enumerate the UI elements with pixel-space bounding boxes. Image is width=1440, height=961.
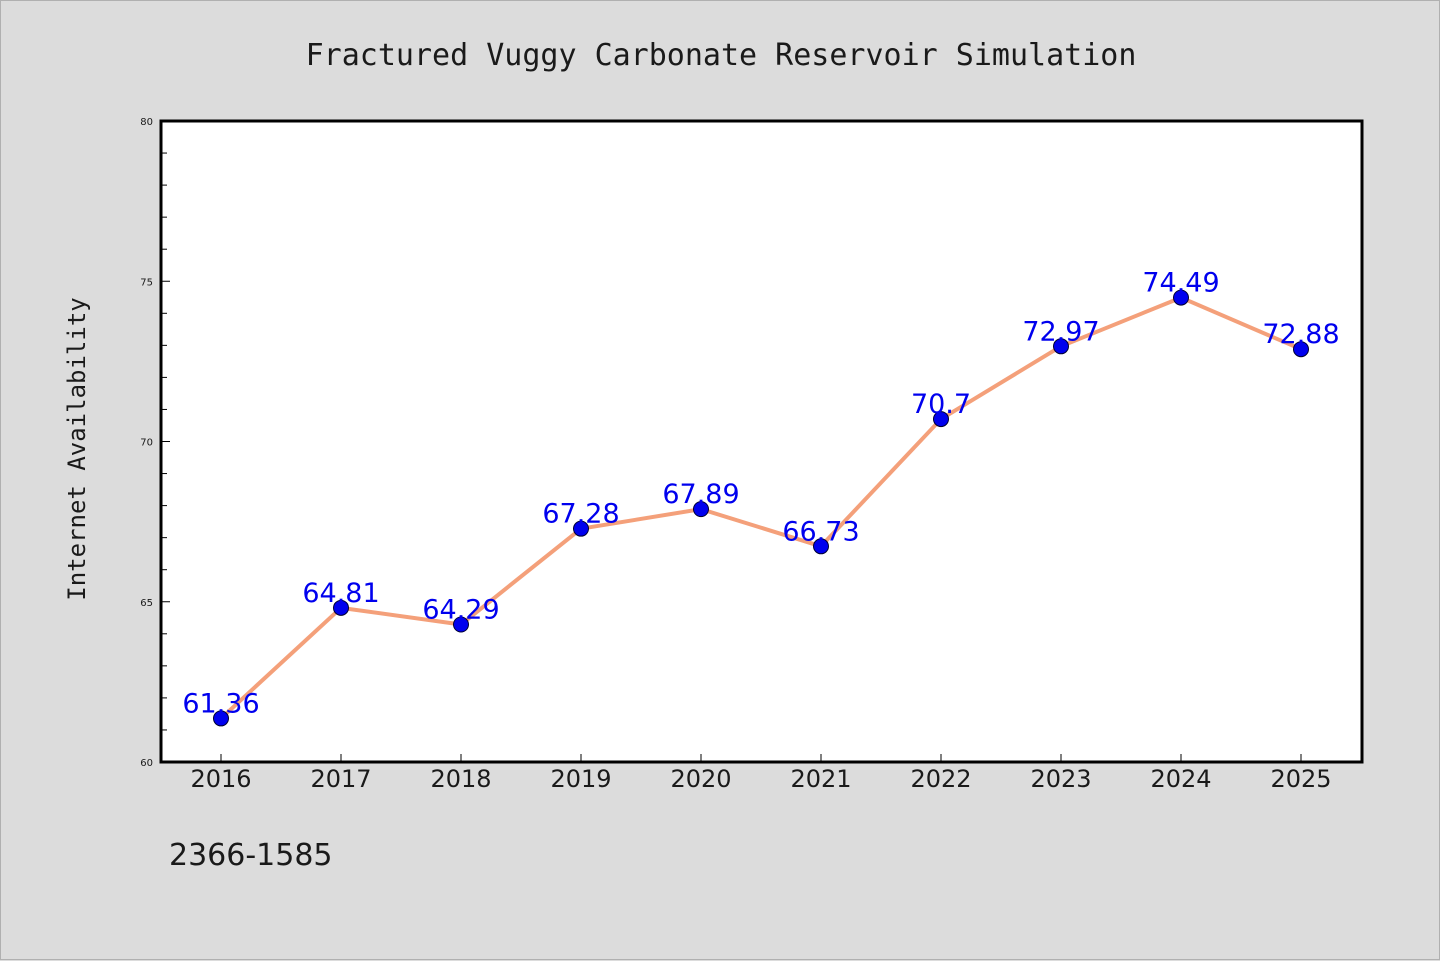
plot-area bbox=[159, 119, 1364, 764]
chart-title: Fractured Vuggy Carbonate Reservoir Simu… bbox=[306, 38, 1137, 73]
data-point bbox=[453, 616, 469, 633]
y-tick-label: 75 bbox=[140, 277, 153, 288]
x-tick-label: 2018 bbox=[430, 765, 491, 793]
data-point bbox=[1053, 338, 1069, 355]
footnote-code: 2366-1585 bbox=[169, 838, 333, 873]
x-tick-label: 2022 bbox=[910, 765, 971, 793]
data-point bbox=[1173, 289, 1189, 306]
data-point bbox=[693, 501, 709, 518]
data-point bbox=[1293, 341, 1309, 358]
x-tick-label: 2019 bbox=[550, 765, 611, 793]
data-label: 72.97 bbox=[1022, 316, 1099, 347]
x-tick-label: 2020 bbox=[670, 765, 731, 793]
y-axis-label: Internet Availability bbox=[63, 297, 91, 600]
y-tick-label: 70 bbox=[140, 438, 153, 449]
data-label: 70.7 bbox=[911, 389, 971, 420]
data-label: 64.29 bbox=[422, 595, 499, 626]
data-labels: 61.36 64.81 64.29 67.28 67.89 66.73 70.7 72.97 7… bbox=[182, 268, 1339, 720]
x-tick-label: 2016 bbox=[190, 765, 251, 793]
y-tick-label: 60 bbox=[140, 758, 153, 769]
x-tick-label: 2021 bbox=[790, 765, 851, 793]
x-tick-label: 2023 bbox=[1030, 765, 1091, 793]
x-tick-label: 2017 bbox=[310, 765, 371, 793]
data-label: 64.81 bbox=[302, 578, 379, 609]
x-axis-ticks: 2016 2017 2018 2019 2020 2021 2022 2023 2024 2025 bbox=[190, 754, 1332, 793]
data-point bbox=[933, 411, 949, 428]
y-axis-ticks: 60 65 70 75 80 bbox=[140, 117, 170, 769]
data-point bbox=[813, 538, 829, 555]
x-tick-label: 2024 bbox=[1150, 765, 1211, 793]
data-label: 74.49 bbox=[1142, 268, 1219, 299]
x-tick-label: 2025 bbox=[1270, 765, 1331, 793]
data-label: 67.28 bbox=[542, 499, 619, 530]
data-label: 67.89 bbox=[662, 479, 739, 510]
data-point bbox=[213, 710, 229, 727]
data-point bbox=[333, 599, 349, 616]
y-tick-label: 65 bbox=[140, 598, 153, 609]
series-line bbox=[219, 295, 1303, 721]
data-point bbox=[573, 520, 589, 537]
y-tick-label: 80 bbox=[140, 117, 153, 128]
data-label: 72.88 bbox=[1262, 319, 1339, 350]
series-layer bbox=[213, 289, 1309, 727]
data-label: 61.36 bbox=[182, 688, 259, 719]
data-label: 66.73 bbox=[782, 516, 859, 547]
